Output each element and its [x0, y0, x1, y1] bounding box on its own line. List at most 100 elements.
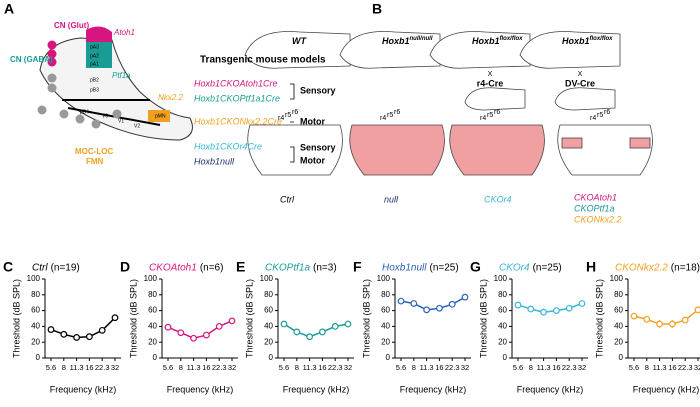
x-tick-label: 22.3 — [678, 363, 693, 372]
domain-label: V1 — [118, 118, 124, 124]
mean-point — [694, 306, 700, 314]
group-label: Sensory — [300, 142, 336, 152]
rhombomere: r6 — [604, 109, 610, 116]
progenitor-dot — [47, 83, 57, 93]
y-axis-label: Threshold (dB SPL) — [128, 279, 138, 358]
mean-point — [423, 306, 431, 314]
mean-line — [633, 309, 699, 325]
panel-letter: H — [586, 259, 596, 275]
rhombomere: r6 — [494, 109, 500, 116]
y-tick-label: 0 — [153, 353, 158, 362]
mean-point — [643, 315, 651, 323]
mean-point — [461, 293, 469, 301]
mean-point — [306, 333, 314, 341]
chart-title: Ctrl — [32, 263, 48, 274]
x-tick-label: 5.6 — [279, 363, 289, 372]
progenitor-dot — [47, 40, 57, 50]
mean-point — [578, 300, 586, 307]
y-tick-label: 100 — [144, 274, 158, 283]
x-tick-label: 8 — [412, 363, 416, 372]
label: FMN — [86, 157, 104, 166]
panel-letter: G — [470, 259, 481, 275]
mean-point — [280, 320, 288, 328]
y-tick-label: 60 — [614, 306, 623, 315]
mean-point — [202, 331, 210, 339]
allele: null/null — [410, 36, 433, 42]
mean-line — [167, 320, 233, 340]
y-tick-label: 100 — [494, 274, 508, 283]
domain-label: pA1 — [90, 61, 99, 67]
x-tick-label: 8 — [295, 363, 299, 372]
x-tick-label: 5.6 — [396, 363, 406, 372]
mean-point — [98, 326, 106, 334]
mean-point — [540, 308, 547, 316]
chart-title: Hoxb1null — [382, 263, 427, 274]
panel-letter: A — [4, 1, 14, 17]
sample-size: (n=25) — [533, 263, 562, 274]
y-tick-label: 80 — [31, 290, 40, 299]
mean-point — [60, 330, 68, 338]
x-tick-label: 22.3 — [445, 363, 460, 372]
cross-sign: X — [488, 71, 493, 78]
genotype: Hoxb1null/null — [382, 36, 433, 47]
cre-line: DV-Cre — [565, 78, 595, 88]
chart-title: CKONkx2.2 — [615, 263, 668, 274]
progenitor-dot — [112, 109, 122, 119]
x-tick-label: 8 — [645, 363, 649, 372]
y-tick-label: 20 — [498, 337, 507, 346]
group-label: Motor — [300, 155, 325, 165]
sample-size: (n=25) — [429, 263, 458, 274]
mean-point — [47, 326, 55, 333]
mean-point — [448, 300, 456, 308]
x-tick-label: 22.3 — [328, 363, 343, 372]
x-tick-label: 32 — [578, 363, 586, 372]
x-tick-label: 11.3 — [70, 363, 84, 372]
rhombomere: r5 — [387, 112, 393, 119]
x-axis-label: Frequency (kHz) — [50, 384, 117, 394]
x-tick-label: 11.3 — [537, 363, 551, 372]
genotype-label: CKONkx2.2 — [574, 214, 622, 224]
chart-title: CKOPtf1a — [265, 263, 310, 274]
rhombomere: r5 — [487, 112, 493, 119]
x-tick-label: 16 — [552, 363, 560, 372]
y-tick-label: 80 — [498, 290, 507, 299]
x-tick-label: 32 — [344, 363, 352, 372]
x-axis-label: Frequency (kHz) — [633, 384, 700, 394]
x-axis-label: Frequency (kHz) — [167, 384, 234, 394]
mean-point — [215, 323, 223, 330]
label: CN (GABA) — [10, 55, 53, 64]
genotype: WT — [292, 36, 307, 46]
rhombomere: r5 — [285, 112, 291, 119]
domain-label: V2 — [134, 123, 140, 129]
x-axis-label: Frequency (kHz) — [283, 384, 350, 394]
mouse-drawings — [244, 31, 621, 111]
model-name: Hoxb1CKOPtf1a1Cre — [194, 93, 280, 103]
domain-label: pA3 — [90, 44, 99, 50]
y-tick-label: 0 — [503, 353, 508, 362]
y-tick-label: 100 — [610, 274, 624, 283]
x-tick-label: 22.3 — [95, 363, 110, 372]
mean-point — [177, 329, 185, 337]
x-tick-label: 8 — [62, 363, 66, 372]
panel-letter: D — [120, 259, 130, 275]
y-axis-label: Threshold (dB SPL) — [478, 279, 488, 358]
x-tick-label: 16 — [85, 363, 93, 372]
rhombomere: r6 — [292, 109, 298, 116]
y-tick-label: 40 — [31, 322, 40, 331]
x-tick-label: 16 — [202, 363, 210, 372]
x-tick-label: 16 — [668, 363, 676, 372]
gene: Hoxb1 — [472, 36, 500, 46]
mean-point — [190, 334, 198, 342]
x-tick-label: 16 — [435, 363, 443, 372]
x-tick-label: 22.3 — [212, 363, 227, 372]
genotype: Hoxb1flox/flox — [562, 36, 613, 47]
y-tick-label: 60 — [498, 306, 507, 315]
y-tick-label: 60 — [148, 306, 157, 315]
genotype-label: CKOAtoh1 — [574, 192, 617, 202]
y-tick-label: 100 — [27, 274, 41, 283]
x-tick-label: 5.6 — [629, 363, 639, 372]
label: Ptf1a — [112, 71, 131, 80]
mean-point — [331, 323, 339, 330]
